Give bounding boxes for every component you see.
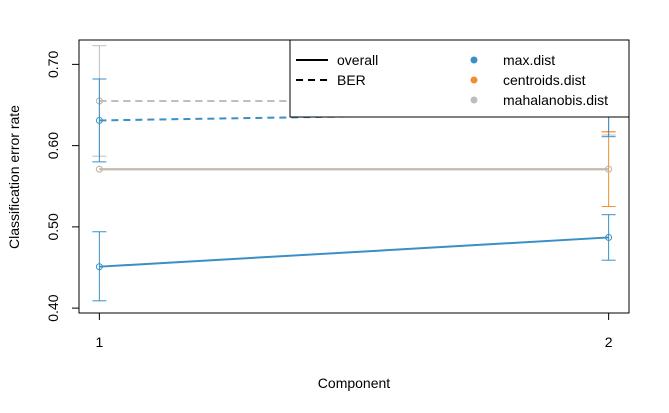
- legend-marker-mahalanobis-dist: [470, 96, 478, 104]
- data-point-max-dist-ber-1: [95, 116, 103, 124]
- data-point-max-dist-overall-1: [95, 263, 103, 271]
- legend-label-overall: overall: [337, 52, 378, 68]
- y-tick-label-0-40: 0.40: [45, 294, 61, 321]
- series-max-dist-overall: [92, 214, 616, 302]
- data-point-max-dist-overall-2: [605, 233, 613, 241]
- y-axis-label: Classification error rate: [6, 105, 22, 249]
- x-axis-label: Component: [318, 375, 390, 391]
- y-tick-label-0-70: 0.70: [45, 51, 61, 78]
- legend-label-centroids-dist: centroids.dist: [503, 72, 586, 88]
- x-tick-label-2: 2: [605, 334, 613, 350]
- legend: overall BER max.dist centroids.dist maha…: [289, 39, 630, 118]
- data-point-mahalanobis-dist-overall-2: [605, 165, 613, 173]
- y-tick-label-0-60: 0.60: [45, 132, 61, 159]
- legend-label-mahalanobis-dist: mahalanobis.dist: [503, 92, 608, 108]
- series-line-max-dist-overall: [99, 236, 609, 268]
- series-mahalanobis-dist-overall: [95, 165, 613, 173]
- y-tick-label-0-50: 0.50: [45, 213, 61, 240]
- axes: 1 2 0.40 0.50 0.60 0.70: [45, 51, 613, 350]
- legend-box: [289, 39, 630, 118]
- legend-marker-max-dist: [470, 56, 478, 64]
- legend-label-max-dist: max.dist: [503, 52, 555, 68]
- legend-label-ber: BER: [337, 72, 366, 88]
- legend-marker-centroids-dist: [470, 76, 478, 84]
- x-tick-label-1: 1: [95, 334, 103, 350]
- data-point-mahalanobis-dist-overall-1: [95, 165, 103, 173]
